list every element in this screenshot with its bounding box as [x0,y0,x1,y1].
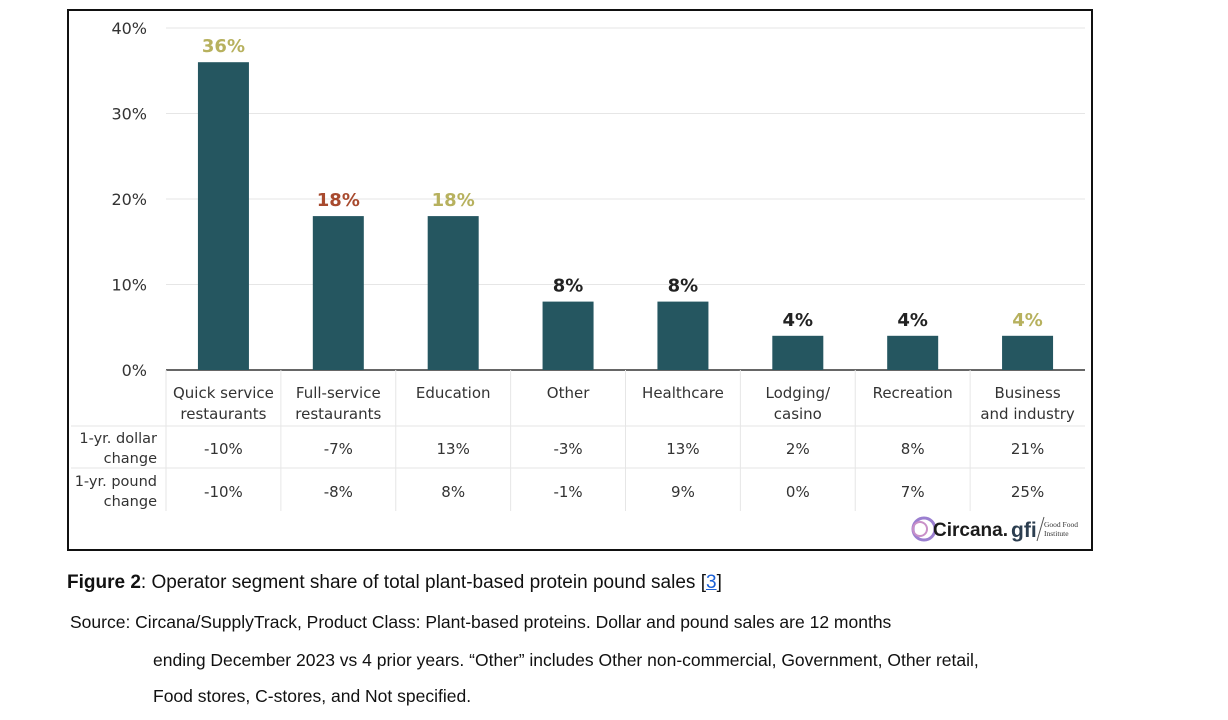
gfi-logo-divider [1036,516,1045,542]
table-cell: 7% [901,483,925,501]
x-category-label: Business [994,384,1060,402]
gfi-logo-tagline: Good Food [1044,520,1078,529]
x-category-label: casino [774,405,822,423]
bar [312,216,364,370]
table-cell: 2% [786,440,810,458]
table-cell: -3% [553,440,582,458]
table-cell: 13% [666,440,699,458]
source-note-line2: ending December 2023 vs 4 prior years. “… [153,650,979,670]
table-cell: 21% [1011,440,1044,458]
y-tick-label: 30% [111,105,147,124]
table-cell: -1% [553,483,582,501]
circana-logo-mark [911,516,937,542]
bar [1002,335,1054,370]
x-category-label: Lodging/ [766,384,832,402]
chart-frame: 0% 10% 20% 30% 40% 36% 18% 18% 8% 8% 4% 4% 4% Quick s… [67,9,1093,551]
bar-value-label: 36% [202,36,245,57]
table-row-label: change [104,451,157,467]
gfi-logo-tagline: Institute [1044,529,1069,538]
x-category-label: Other [547,384,590,402]
table-row-label: 1-yr. dollar [79,431,157,447]
bar-value-label: 8% [553,276,584,297]
x-category-label: Quick service [173,384,274,402]
table-cell: 0% [786,483,810,501]
bar [772,335,824,370]
table-cell: 8% [441,483,465,501]
table-cell: -10% [204,483,243,501]
table-cell: -8% [324,483,353,501]
reference-link[interactable]: 3 [705,572,717,593]
table-cell: 13% [437,440,470,458]
y-tick-label: 20% [111,190,147,209]
table-row-label: change [104,494,157,510]
x-category-label: restaurants [295,405,381,423]
bar-value-label: 8% [668,276,699,297]
table-cell: 8% [901,440,925,458]
caption-close: ] [716,572,722,593]
bar [657,301,709,370]
bar [887,335,939,370]
source-note-line3: Food stores, C-stores, and Not specified… [153,686,472,706]
table-cell: -7% [324,440,353,458]
bar [427,216,479,370]
circana-logo-mark [912,521,928,537]
figure-label: Figure 2 [67,572,141,593]
table-row-label: 1-yr. pound [75,474,157,490]
bar [197,62,249,370]
figure-caption: Figure 2: Operator segment share of tota… [67,572,722,594]
table-cell: -10% [204,440,243,458]
gfi-logo-text: gfi [1011,519,1037,542]
circana-logo-text: Circana. [933,520,1008,541]
bar-value-label: 18% [317,190,360,211]
bar-value-label: 4% [897,310,928,331]
bar-value-label: 18% [432,190,475,211]
y-tick-label: 10% [111,276,147,295]
bar-value-label: 4% [783,310,814,331]
table-cell: 9% [671,483,695,501]
x-category-label: Recreation [873,384,953,402]
source-note-line1: Source: Circana/SupplyTrack, Product Cla… [70,612,892,632]
x-category-label: Full-service [296,384,381,402]
y-tick-label: 40% [111,19,147,38]
x-category-label: Healthcare [642,384,724,402]
table-cell: 25% [1011,483,1044,501]
bar [542,301,594,370]
bar-chart: 0% 10% 20% 30% 40% 36% 18% 18% 8% 8% 4% 4% 4% Quick s… [71,19,1085,542]
x-category-label: Education [416,384,491,402]
x-category-label: and industry [980,405,1075,423]
y-tick-label: 0% [122,361,147,380]
x-category-label: restaurants [180,405,266,423]
caption-text: : Operator segment share of total plant-… [140,572,706,593]
bar-value-label: 4% [1012,310,1043,331]
